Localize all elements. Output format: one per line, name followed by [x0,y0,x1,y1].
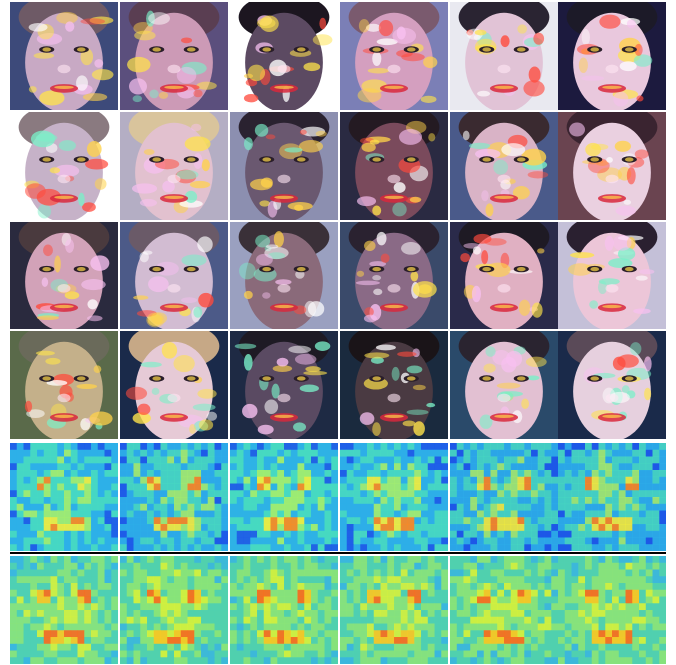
face-overlay-cell-r2-c1 [10,112,118,220]
face-overlay-cell-r2-c2 [120,112,228,220]
face-overlay-cell-r4-c1 [10,331,118,439]
face-overlay-cell-r4-c4 [340,331,448,439]
nose [387,174,401,184]
nose [57,64,71,74]
nose [57,174,71,184]
face [238,331,330,439]
nose [277,64,291,74]
heatmap-cell-r5-c2 [120,443,228,551]
face-overlay-cell-r4-c2 [120,331,228,439]
face-overlay-cell-r4-c5 [450,331,558,439]
face-overlay-cell-r1-c6 [558,2,666,110]
nose [57,284,71,293]
nose [387,64,401,74]
heatmap-cell-r6-c1 [10,556,118,664]
nose [167,284,181,293]
nose [167,393,181,403]
nose [605,393,619,403]
face-overlay-cell-r3-c2 [120,222,228,329]
face-overlay-cell-r2-c5 [450,112,558,220]
heatmap-cell-r5-c3 [230,443,338,551]
nose [497,174,511,184]
heatmap-cell-r6-c3 [230,556,338,664]
face [238,2,330,110]
nose [277,393,291,403]
nose [387,393,401,403]
nose [387,284,401,293]
face-overlay-cell-r2-c6 [558,112,666,220]
face-overlay-cell-r1-c1 [10,2,118,110]
face-overlay-cell-r1-c2 [120,2,228,110]
nose [605,174,619,184]
nose [605,64,619,74]
nose [605,284,619,293]
face-overlay-cell-r1-c3 [230,2,338,110]
face-overlay-cell-r1-c4 [340,2,448,110]
heatmap-cell-r6-c4 [340,556,448,664]
nose [497,393,511,403]
nose [497,284,511,293]
nose [497,64,511,74]
face-overlay-cell-r2-c4 [340,112,448,220]
face-overlay-cell-r3-c6 [558,222,666,329]
face-overlay-cell-r1-c5 [450,2,558,110]
face-overlay-cell-r3-c5 [450,222,558,329]
row-separator [10,552,666,554]
face-overlay-cell-r3-c4 [340,222,448,329]
heatmap-cell-r5-c6 [558,443,666,551]
nose [57,393,71,403]
face-overlay-cell-r2-c3 [230,112,338,220]
heatmap-cell-r5-c4 [340,443,448,551]
face-overlay-cell-r3-c3 [230,222,338,329]
nose [277,174,291,184]
nose [167,174,181,184]
heatmap-cell-r5-c5 [450,443,558,551]
heatmap-cell-r6-c6 [558,556,666,664]
face-overlay-cell-r3-c1 [10,222,118,329]
heatmap-cell-r6-c5 [450,556,558,664]
heatmap-cell-r5-c1 [10,443,118,551]
nose [277,284,291,293]
face-overlay-cell-r4-c6 [558,331,666,439]
face-overlay-cell-r4-c3 [230,331,338,439]
nose [167,64,181,74]
heatmap-cell-r6-c2 [120,556,228,664]
